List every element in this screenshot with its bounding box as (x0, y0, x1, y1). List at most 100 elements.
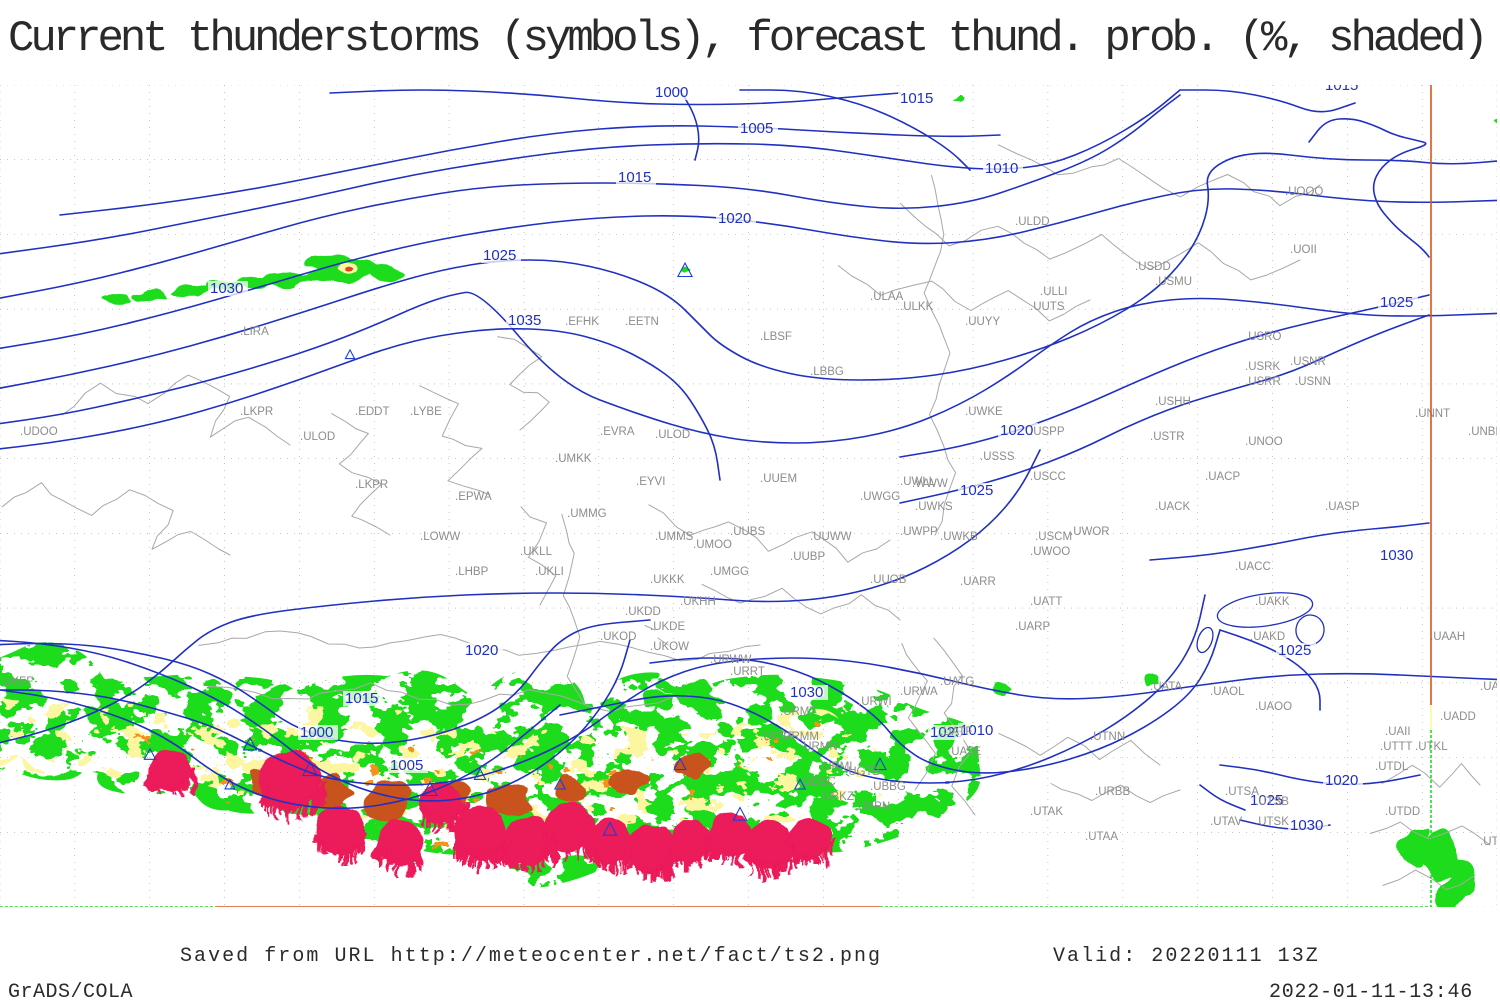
svg-text:1015: 1015 (900, 90, 933, 107)
svg-text:.UTSB: .UTSB (1255, 796, 1289, 808)
svg-text:.ULLI: .ULLI (1040, 286, 1068, 298)
svg-text:.UKDD: .UKDD (625, 606, 661, 618)
svg-text:.UOOO: .UOOO (1285, 186, 1323, 198)
svg-text:.EYVI: .EYVI (636, 476, 665, 488)
svg-text:.USNR: .USNR (1290, 356, 1326, 368)
svg-text:1020: 1020 (1325, 772, 1358, 789)
svg-text:.UKHH: .UKHH (680, 596, 716, 608)
svg-text:.UTST: .UTST (1480, 836, 1497, 848)
svg-text:1005: 1005 (390, 757, 423, 774)
svg-text:.UTAK: .UTAK (1030, 806, 1063, 818)
svg-text:.ULAA: .ULAA (870, 291, 904, 303)
svg-text:.USRR: .USRR (1245, 376, 1281, 388)
svg-text:.UATT: .UATT (1030, 596, 1062, 608)
svg-text:.ULOD: .ULOD (655, 429, 690, 441)
svg-text:.URRT: .URRT (730, 666, 765, 678)
svg-text:.UARP: .UARP (1015, 621, 1050, 633)
svg-text:.UAFM: .UAFM (1480, 681, 1497, 693)
svg-text:.UKKK: .UKKK (650, 574, 685, 586)
svg-text:.LOWW: .LOWW (420, 531, 460, 543)
svg-text:.LIRA: .LIRA (240, 326, 269, 338)
svg-text:.UATA: .UATA (1150, 681, 1182, 693)
svg-text:.UUYY: .UUYY (965, 316, 1000, 328)
svg-text:.UWPP: .UWPP (900, 526, 938, 538)
svg-text:.UUWW: .UUWW (810, 531, 852, 543)
svg-text:.USRO: .USRO (1245, 331, 1281, 343)
svg-text:.USRK: .USRK (1245, 361, 1280, 373)
svg-text:.USSS: .USSS (980, 451, 1015, 463)
svg-text:.UACC: .UACC (1235, 561, 1271, 573)
svg-text:.UKLI: .UKLI (535, 566, 564, 578)
svg-text:.UAOO: .UAOO (1255, 701, 1292, 713)
svg-text:.URWA: .URWA (900, 686, 938, 698)
svg-text:.LKPR: .LKPR (240, 406, 273, 418)
svg-text:.UBKZ: .UBKZ (820, 791, 854, 803)
svg-text:.ULKK: .ULKK (900, 301, 934, 313)
svg-text:1020: 1020 (718, 210, 751, 227)
svg-text:.EDDT: .EDDT (355, 406, 390, 418)
svg-text:1005: 1005 (740, 120, 773, 137)
svg-text:.UUOB: .UUOB (870, 574, 907, 586)
svg-text:.UUTS: .UUTS (1030, 301, 1065, 313)
svg-text:1030: 1030 (790, 684, 823, 701)
svg-text:.UNOO: .UNOO (1245, 436, 1283, 448)
svg-text:.EPWA: .EPWA (455, 491, 492, 503)
svg-text:.URBB: .URBB (1095, 786, 1130, 798)
svg-text:1010: 1010 (985, 160, 1018, 177)
svg-text:.WWW: .WWW (912, 478, 948, 490)
svg-text:.URWW: .URWW (710, 654, 751, 666)
svg-text:.USDD: .USDD (1135, 261, 1171, 273)
svg-text:.UWKE: .UWKE (965, 406, 1003, 418)
svg-text:.UWKB: .UWKB (940, 531, 978, 543)
svg-text:.UATG: .UATG (940, 676, 974, 688)
svg-text:.LKPR: .LKPR (355, 479, 388, 491)
svg-text:.UKDE: .UKDE (650, 621, 685, 633)
svg-text:.UASP: .UASP (1325, 501, 1360, 513)
svg-text:.LBSF: .LBSF (760, 331, 792, 343)
svg-text:.UDOO: .UDOO (20, 426, 58, 438)
svg-text:.URMT: .URMT (780, 706, 816, 718)
svg-text:.EVRA: .EVRA (600, 426, 635, 438)
svg-text:.LBBG: .LBBG (810, 366, 844, 378)
svg-text:.UMKK: .UMKK (555, 453, 592, 465)
svg-text:.EETN: .EETN (625, 316, 659, 328)
svg-text:.UMMS: .UMMS (655, 531, 694, 543)
svg-text:.UATE: .UATE (948, 746, 981, 758)
svg-text:.UAKK: .UAKK (1255, 596, 1290, 608)
svg-text:.USTR: .USTR (1150, 431, 1185, 443)
svg-text:.UKOD: .UKOD (600, 631, 636, 643)
svg-text:1015: 1015 (345, 690, 378, 707)
svg-text:.UWGG: .UWGG (860, 491, 900, 503)
svg-text:.UMMG: .UMMG (567, 508, 607, 520)
svg-text:.UTTT: .UTTT (1380, 741, 1413, 753)
svg-text:1030: 1030 (1380, 547, 1413, 564)
svg-text:.UARR: .UARR (960, 576, 996, 588)
svg-text:.USNN: .USNN (1295, 376, 1331, 388)
svg-text:.URMN: .URMN (800, 741, 838, 753)
svg-text:.UDSC: .UDSC (800, 776, 836, 788)
svg-text:.URWI: .URWI (858, 696, 892, 708)
svg-text:.UMOO: .UMOO (693, 539, 732, 551)
svg-text:.USMU: .USMU (1155, 276, 1192, 288)
svg-text:1025: 1025 (1278, 642, 1311, 659)
svg-text:.UWOO: .UWOO (1030, 546, 1070, 558)
svg-text:.UWOR: .UWOR (1070, 526, 1110, 538)
svg-text:.UAOL: .UAOL (1210, 686, 1245, 698)
svg-text:.ULOD: .ULOD (300, 431, 335, 443)
svg-text:.UACP: .UACP (1205, 471, 1240, 483)
svg-text:.UADD: .UADD (1440, 711, 1476, 723)
svg-text:.UUEM: .UUEM (760, 473, 797, 485)
svg-text:.UMGG: .UMGG (710, 566, 749, 578)
svg-text:.UBBG: .UBBG (870, 781, 906, 793)
svg-text:1020: 1020 (465, 642, 498, 659)
svg-text:.UKFF: .UKFF (0, 676, 33, 688)
svg-text:1020: 1020 (1000, 422, 1033, 439)
svg-text:1025: 1025 (960, 482, 993, 499)
svg-text:.UOII: .UOII (1290, 244, 1317, 256)
svg-text:.UAAH: .UAAH (1430, 631, 1465, 643)
svg-text:.UTNN: .UTNN (1090, 731, 1125, 743)
svg-text:.UTAV: .UTAV (1210, 816, 1242, 828)
svg-text:.UATF: .UATF (940, 726, 972, 738)
svg-text:.UAII: .UAII (1385, 726, 1411, 738)
svg-text:.USCC: .USCC (1030, 471, 1066, 483)
